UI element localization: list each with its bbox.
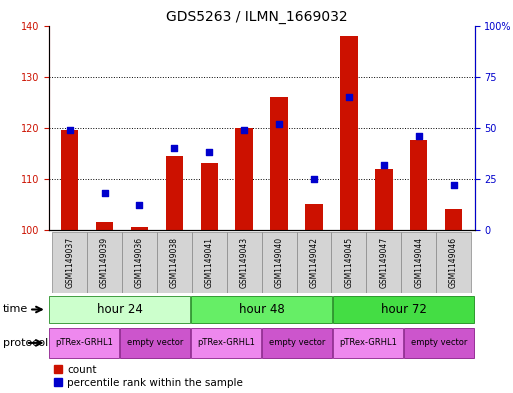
Bar bbox=[61, 130, 78, 230]
Text: GDS5263 / ILMN_1669032: GDS5263 / ILMN_1669032 bbox=[166, 10, 347, 24]
Bar bbox=[96, 222, 113, 230]
Text: GSM1149042: GSM1149042 bbox=[309, 237, 319, 288]
Bar bbox=[227, 232, 262, 293]
Bar bbox=[331, 232, 366, 293]
Bar bbox=[410, 140, 427, 230]
Point bbox=[310, 176, 318, 182]
Bar bbox=[375, 169, 392, 230]
Bar bbox=[49, 327, 119, 358]
Bar bbox=[166, 156, 183, 230]
Point bbox=[101, 190, 109, 196]
Bar bbox=[157, 232, 192, 293]
Legend: count, percentile rank within the sample: count, percentile rank within the sample bbox=[54, 365, 243, 388]
Bar bbox=[333, 327, 403, 358]
Bar bbox=[333, 296, 474, 323]
Bar bbox=[191, 296, 332, 323]
Text: GSM1149039: GSM1149039 bbox=[100, 237, 109, 288]
Bar bbox=[262, 327, 332, 358]
Bar bbox=[436, 232, 471, 293]
Text: protocol: protocol bbox=[3, 338, 48, 348]
Point bbox=[205, 149, 213, 155]
Bar bbox=[305, 204, 323, 230]
Bar bbox=[131, 227, 148, 230]
Bar bbox=[87, 232, 122, 293]
Text: GSM1149036: GSM1149036 bbox=[135, 237, 144, 288]
Bar bbox=[235, 128, 253, 230]
Text: GSM1149047: GSM1149047 bbox=[379, 237, 388, 288]
Bar bbox=[52, 232, 87, 293]
Text: pTRex-GRHL1: pTRex-GRHL1 bbox=[339, 338, 397, 347]
Text: GSM1149046: GSM1149046 bbox=[449, 237, 458, 288]
Bar bbox=[270, 97, 288, 230]
Bar bbox=[49, 296, 190, 323]
Bar bbox=[366, 232, 401, 293]
Point bbox=[275, 121, 283, 127]
Bar bbox=[340, 36, 358, 230]
Text: GSM1149038: GSM1149038 bbox=[170, 237, 179, 288]
Bar bbox=[122, 232, 157, 293]
Text: time: time bbox=[3, 305, 28, 314]
Text: GSM1149045: GSM1149045 bbox=[344, 237, 353, 288]
Bar bbox=[121, 327, 190, 358]
Point bbox=[66, 127, 74, 133]
Text: pTRex-GRHL1: pTRex-GRHL1 bbox=[197, 338, 255, 347]
Point bbox=[449, 182, 458, 188]
Text: empty vector: empty vector bbox=[269, 338, 325, 347]
Bar bbox=[297, 232, 331, 293]
Text: hour 72: hour 72 bbox=[381, 303, 426, 316]
Point bbox=[135, 202, 144, 209]
Point bbox=[415, 133, 423, 139]
Text: GSM1149044: GSM1149044 bbox=[414, 237, 423, 288]
Text: GSM1149043: GSM1149043 bbox=[240, 237, 249, 288]
Bar bbox=[192, 232, 227, 293]
Point bbox=[170, 145, 179, 151]
Bar bbox=[262, 232, 297, 293]
Text: empty vector: empty vector bbox=[127, 338, 183, 347]
Bar bbox=[401, 232, 436, 293]
Point bbox=[345, 94, 353, 100]
Text: hour 24: hour 24 bbox=[97, 303, 143, 316]
Point bbox=[380, 162, 388, 168]
Text: empty vector: empty vector bbox=[411, 338, 467, 347]
Text: hour 48: hour 48 bbox=[239, 303, 285, 316]
Bar bbox=[191, 327, 261, 358]
Bar bbox=[404, 327, 474, 358]
Text: pTRex-GRHL1: pTRex-GRHL1 bbox=[55, 338, 113, 347]
Text: GSM1149041: GSM1149041 bbox=[205, 237, 214, 288]
Point bbox=[240, 127, 248, 133]
Bar bbox=[445, 209, 462, 230]
Text: GSM1149037: GSM1149037 bbox=[65, 237, 74, 288]
Text: GSM1149040: GSM1149040 bbox=[274, 237, 284, 288]
Bar bbox=[201, 163, 218, 230]
